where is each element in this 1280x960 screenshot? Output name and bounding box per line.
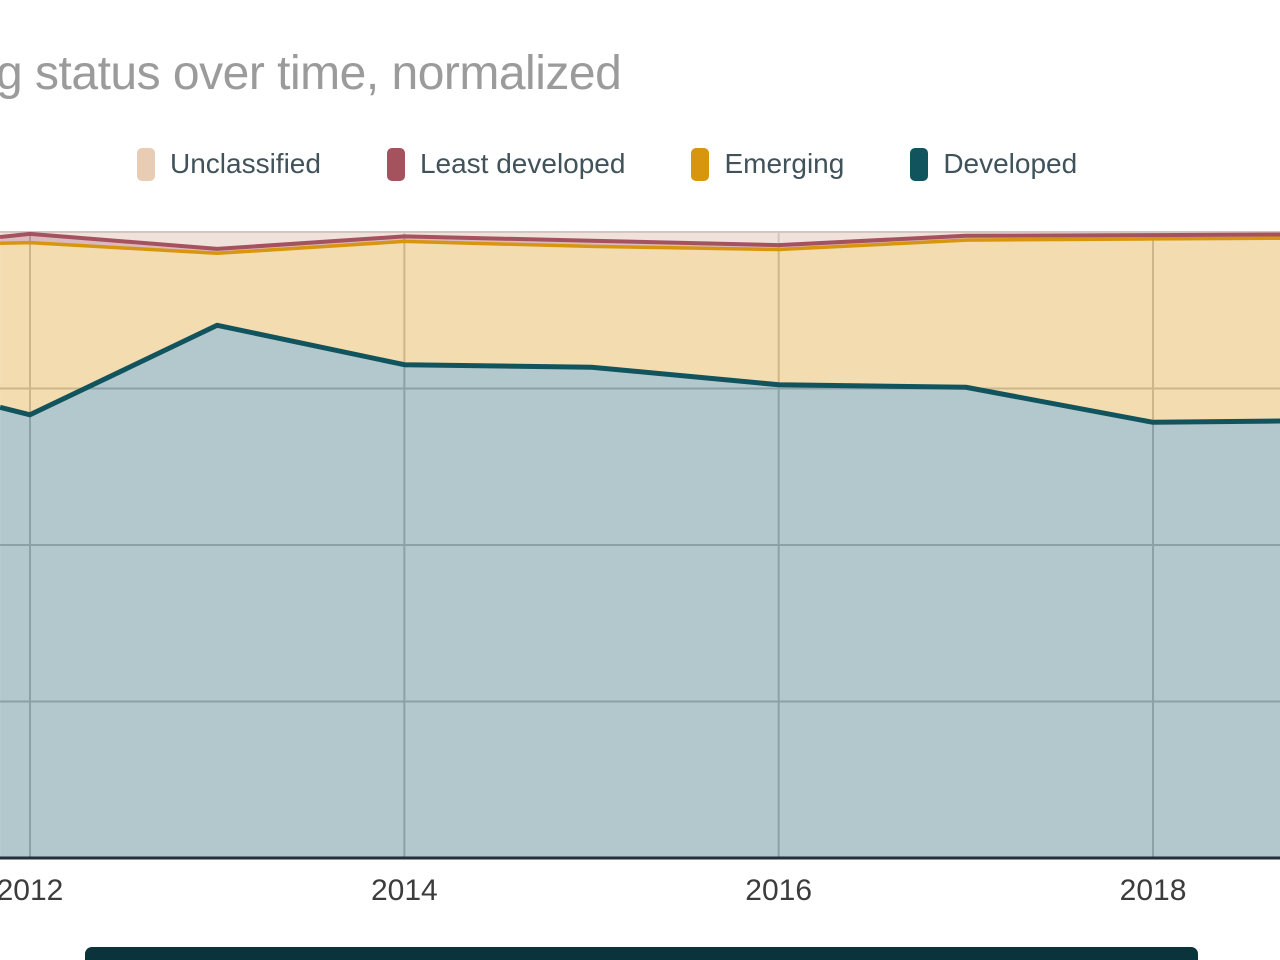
legend-swatch-unclassified-icon: [137, 147, 155, 181]
legend-swatch-developed-icon: [910, 147, 929, 181]
x-axis: 2012 2014 2016 2018: [0, 874, 1280, 914]
area-emerging[interactable]: [0, 238, 1280, 423]
chart-title: g status over time, normalized: [0, 47, 622, 100]
area-developed[interactable]: [0, 325, 1280, 858]
line-emerging: [0, 236, 1280, 256]
legend-item-unclassified[interactable]: Unclassified: [137, 147, 321, 181]
line-least-developed: [0, 231, 1280, 251]
x-axis-label-2018: 2018: [1119, 874, 1187, 907]
legend-item-least-developed[interactable]: Least developed: [386, 147, 626, 181]
legend-item-emerging[interactable]: Emerging: [691, 147, 845, 181]
x-axis-label-2012: 2012: [0, 874, 64, 907]
legend-swatch-least-developed-icon: [386, 147, 405, 181]
legend-label-least-developed: Least developed: [419, 148, 626, 179]
legend: Unclassified Least developed Emerging De…: [137, 146, 1077, 182]
line-developed: [0, 322, 1280, 425]
legend-swatch-emerging-icon: [691, 147, 710, 181]
legend-label-developed: Developed: [943, 148, 1078, 179]
x-axis-label-2016: 2016: [745, 874, 813, 907]
legend-item-developed[interactable]: Developed: [910, 147, 1078, 181]
footer-bar[interactable]: [85, 947, 1198, 960]
x-axis-label-2014: 2014: [370, 874, 438, 907]
legend-label-unclassified: Unclassified: [170, 148, 321, 179]
legend-label-emerging: Emerging: [724, 148, 845, 179]
